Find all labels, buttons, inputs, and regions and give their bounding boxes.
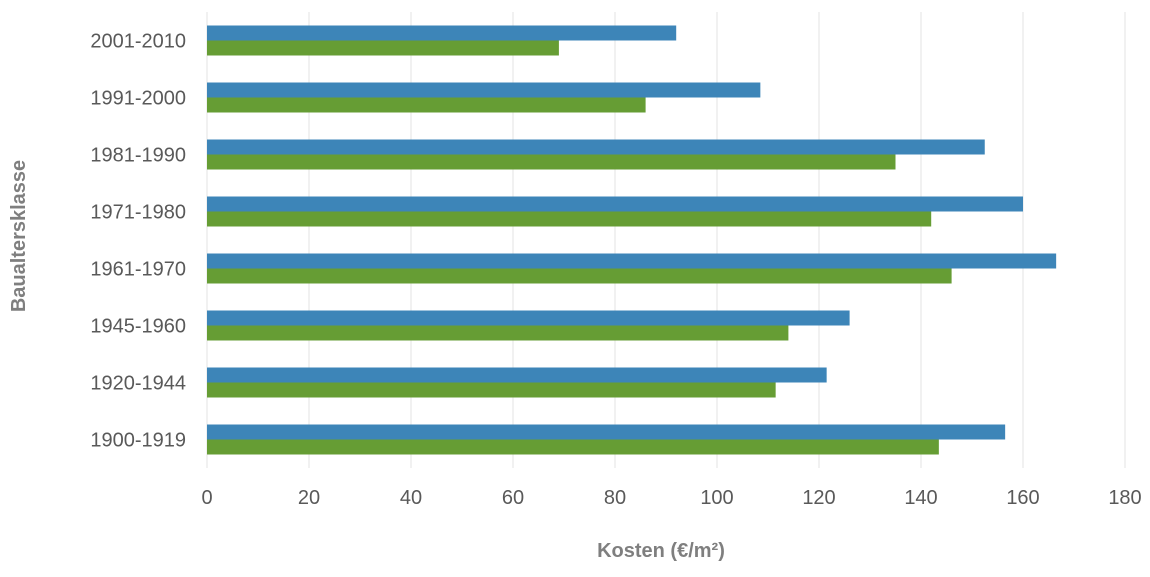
bars <box>207 25 1057 455</box>
bar-series-1-1900-1919 <box>207 424 1006 440</box>
x-tick-label: 20 <box>298 487 320 509</box>
bar-series-2-1981-1990 <box>207 154 896 170</box>
bar-series-1-1961-1970 <box>207 253 1057 269</box>
bar-series-2-1900-1919 <box>207 439 939 455</box>
bar-series-2-1971-1980 <box>207 211 932 227</box>
x-tick-label: 60 <box>502 487 524 509</box>
x-tick-label: 160 <box>1006 487 1039 509</box>
x-tick-label: 40 <box>400 487 422 509</box>
bar-series-1-1945-1960 <box>207 310 850 326</box>
y-axis-title: Baualtersklasse <box>8 160 30 312</box>
x-tick-label: 80 <box>604 487 626 509</box>
bar-series-2-1991-2000 <box>207 97 646 113</box>
y-tick-labels: 2001-2010 1991-2000 1981-1990 1971-1980 1961… <box>90 31 186 452</box>
x-tick-label: 140 <box>904 487 937 509</box>
y-tick-label: 2001-2010 <box>90 31 186 53</box>
y-tick-label: 1945-1960 <box>90 316 186 338</box>
bar-series-1-1991-2000 <box>207 82 761 98</box>
x-tick-label: 0 <box>201 487 212 509</box>
y-tick-label: 1991-2000 <box>90 88 186 110</box>
x-axis-title: Kosten (€/m²) <box>597 540 725 562</box>
bar-series-1-1981-1990 <box>207 139 985 155</box>
bar-series-2-2001-2010 <box>207 40 559 56</box>
bar-series-2-1945-1960 <box>207 325 789 341</box>
bar-series-2-1961-1970 <box>207 268 952 284</box>
bar-series-1-1920-1944 <box>207 367 827 383</box>
bar-series-1-1971-1980 <box>207 196 1023 212</box>
x-tick-label: 120 <box>802 487 835 509</box>
bar-series-2-1920-1944 <box>207 382 776 398</box>
y-tick-label: 1971-1980 <box>90 202 186 224</box>
x-tick-label: 100 <box>700 487 733 509</box>
y-tick-label: 1900-1919 <box>90 430 186 452</box>
bar-series-1-2001-2010 <box>207 25 677 41</box>
y-tick-label: 1920-1944 <box>90 373 186 395</box>
x-tick-label: 180 <box>1108 487 1141 509</box>
x-tick-labels: 0 20 40 60 80 100 120 140 160 180 <box>201 487 1141 509</box>
y-tick-label: 1981-1990 <box>90 145 186 167</box>
gridlines <box>206 12 1126 468</box>
y-tick-label: 1961-1970 <box>90 259 186 281</box>
